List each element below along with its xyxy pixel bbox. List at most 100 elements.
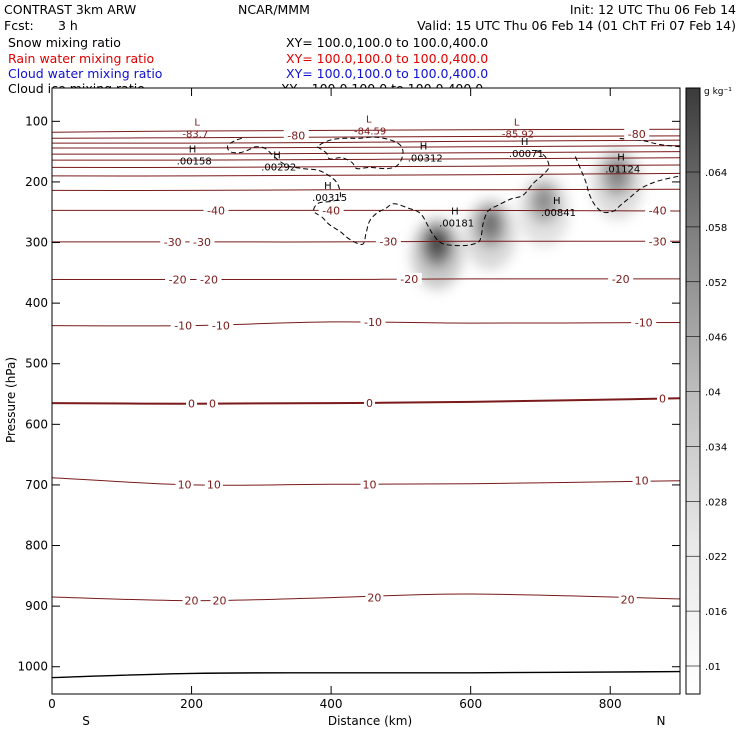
extremum-marker: L xyxy=(194,117,200,128)
temperature-contour--80-5 xyxy=(52,157,680,161)
mixing-ratio-contour-3 xyxy=(574,156,680,214)
extremum-H-4: H.00158 xyxy=(177,145,212,168)
temperature-label-bg xyxy=(186,397,198,410)
temperature-label-text: -20 xyxy=(200,273,218,286)
extremum-marker: H xyxy=(553,196,561,207)
temperature-label-text: 0 xyxy=(209,398,216,411)
temperature-label-1: -80 xyxy=(624,128,650,141)
temperature-label-10: -20 xyxy=(196,273,222,286)
temperature-label-26: 20 xyxy=(210,594,229,608)
temperature-label-2: -40 xyxy=(203,204,229,217)
temperature-contour-labels: -80 -80 -40 -40 -40 -30 -30 -30 -30 -20 -20 -20 -20 -… xyxy=(160,128,671,608)
field-xy-rain: XY= 100.0,100.0 to 100.0,400.0 xyxy=(286,51,488,66)
shaded-maximum-1 xyxy=(411,217,464,290)
temperature-label-8: -30 xyxy=(645,235,671,248)
x-axis-north-label: N xyxy=(657,714,666,728)
temperature-label-text: 0 xyxy=(366,397,373,410)
y-tick-label-500: 500 xyxy=(25,357,48,371)
y-tick-label-800: 800 xyxy=(25,539,48,553)
temperature-contour-20-15 xyxy=(52,593,680,602)
temperature-contour--80-1 xyxy=(52,135,680,139)
extremum-value: .00312 xyxy=(408,154,443,165)
temperature-label-17: 0 xyxy=(186,397,198,411)
temperature-label-bg xyxy=(206,397,218,410)
temperature-label-24: 10 xyxy=(632,474,651,488)
extremum-value: .01124 xyxy=(605,165,640,176)
temperature-label-text: -40 xyxy=(322,204,340,217)
temperature-label-text: 10 xyxy=(362,478,376,491)
temperature-label-9: -20 xyxy=(165,273,191,286)
temperature-label-bg xyxy=(170,319,196,332)
colorbar-tick-label-5: .04 xyxy=(705,388,721,399)
shaded-maximum-core xyxy=(535,189,552,212)
org-label: NCAR/MMM xyxy=(238,2,310,17)
colorbar-tick-label-6: .046 xyxy=(705,333,727,344)
field-xy-snow: XY= 100.0,100.0 to 100.0,400.0 xyxy=(286,35,488,50)
temperature-label-bg xyxy=(210,594,229,607)
temperature-label-bg xyxy=(175,478,194,491)
temperature-label-bg xyxy=(375,235,401,248)
temperature-contour--10-12 xyxy=(52,321,680,327)
temperature-contour-0-13 xyxy=(52,397,680,405)
temperature-label-bg xyxy=(165,273,191,286)
temperature-label-bg xyxy=(624,128,650,141)
temperature-label-4: -40 xyxy=(645,204,671,217)
extremum-value: .00158 xyxy=(177,157,212,168)
temperature-label-bg xyxy=(160,235,186,248)
temperature-label-bg xyxy=(632,474,651,487)
shaded-maximum-core xyxy=(429,231,446,254)
temperature-label-bg xyxy=(189,235,215,248)
temperature-label-bg xyxy=(396,272,422,285)
temperature-label-text: 10 xyxy=(207,478,221,491)
temperature-label-bg xyxy=(363,397,375,410)
temperature-label-bg xyxy=(204,478,223,491)
colorbar-tick-label-3: .028 xyxy=(705,497,727,508)
extremum-marker: L xyxy=(514,117,520,128)
colorbar-ramp xyxy=(685,87,701,695)
temperature-contour--60-7 xyxy=(52,172,680,177)
temperature-label-text: -80 xyxy=(287,129,305,142)
extremum-H-7: H.00312 xyxy=(408,142,443,165)
field-xy-cloud-water: XY= 100.0,100.0 to 100.0,400.0 xyxy=(286,66,488,81)
temperature-contour--80-2 xyxy=(52,139,680,144)
extremum-value: -84.59 xyxy=(354,126,386,137)
shaded-maximum-core xyxy=(609,161,626,184)
temperature-label-text: 10 xyxy=(178,478,192,491)
model-title: CONTRAST 3km ARW xyxy=(4,2,136,17)
temperature-label-text: -10 xyxy=(364,316,382,329)
init-time: Init: 12 UTC Thu 06 Feb 14 xyxy=(570,2,736,17)
temperature-label-14: -10 xyxy=(208,319,234,333)
y-tick-label-400: 400 xyxy=(25,296,48,310)
mixing-ratio-contour-2 xyxy=(316,136,404,170)
temperature-label-text: 20 xyxy=(367,592,381,605)
extremum-value: .00292 xyxy=(261,163,296,174)
temperature-label-text: 20 xyxy=(185,595,199,608)
extremum-marker: H xyxy=(420,142,428,153)
mixing-ratio-contour-4 xyxy=(617,137,680,148)
shaded-maximum-3 xyxy=(517,175,570,248)
temperature-label-text: -40 xyxy=(649,204,667,217)
temperature-label-bg xyxy=(203,204,229,217)
extremum-H-6: H.00315 xyxy=(312,181,347,204)
temperature-label-text: -30 xyxy=(164,236,182,249)
temperature-label-16: -10 xyxy=(631,316,657,330)
field-name-snow: Snow mixing ratio xyxy=(8,35,121,50)
mixing-ratio-contour-1 xyxy=(227,137,550,247)
temperature-label-bg xyxy=(645,204,671,217)
temperature-label-11: -20 xyxy=(396,272,422,286)
temperature-label-bg xyxy=(360,478,379,491)
temperature-label-7: -30 xyxy=(375,235,401,248)
extremum-value: .00181 xyxy=(439,218,474,229)
field-name-rain: Rain water mixing ratio xyxy=(8,51,154,66)
extremum-marker: H xyxy=(324,181,332,192)
temperature-label-20: 0 xyxy=(657,392,669,405)
temperature-label-bg xyxy=(618,593,637,606)
extremum-L-1: L-83.7 xyxy=(182,117,208,140)
extrema-labels: L-83.7L-84.59L-85.92H.00158H.00292H.0031… xyxy=(177,114,640,229)
colorbar-tick-label-9: .064 xyxy=(705,168,727,179)
plot-frame xyxy=(51,87,681,695)
temperature-label-27: 20 xyxy=(365,591,384,605)
extremum-H-11: H.01124 xyxy=(605,153,640,176)
